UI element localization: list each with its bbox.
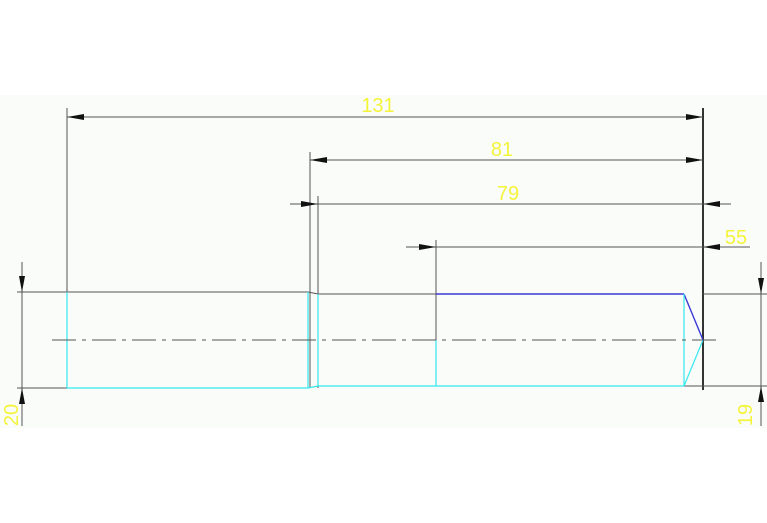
arrowhead <box>19 388 25 404</box>
chamfer-upper <box>683 293 704 341</box>
dimension-20 <box>17 262 67 426</box>
dimension-131 <box>67 114 703 120</box>
arrowhead <box>310 157 327 163</box>
dim-text-19: 19 <box>735 404 757 426</box>
dim-text-131: 131 <box>361 95 394 117</box>
dimension-19 <box>684 262 767 426</box>
dimension-55 <box>406 244 750 250</box>
drawing-area <box>0 95 767 428</box>
dim-text-20: 20 <box>1 404 23 426</box>
arrowhead <box>67 114 84 120</box>
dim-text-81: 81 <box>491 139 513 161</box>
dimension-81 <box>310 157 703 163</box>
arrowhead <box>419 244 436 250</box>
arrowhead <box>301 201 318 207</box>
arrowhead <box>19 276 25 292</box>
arrowhead <box>686 114 703 120</box>
dimension-79 <box>290 201 731 207</box>
arrowhead <box>758 278 764 294</box>
dim-text-79: 79 <box>497 183 519 205</box>
chamfer-lower <box>683 339 704 387</box>
dim-text-55: 55 <box>725 227 747 249</box>
arrowhead <box>758 386 764 402</box>
arrowhead <box>686 157 703 163</box>
arrowhead <box>703 201 720 207</box>
arrowhead <box>703 244 720 250</box>
bottom-edge <box>67 385 684 389</box>
top-edge <box>67 291 436 295</box>
